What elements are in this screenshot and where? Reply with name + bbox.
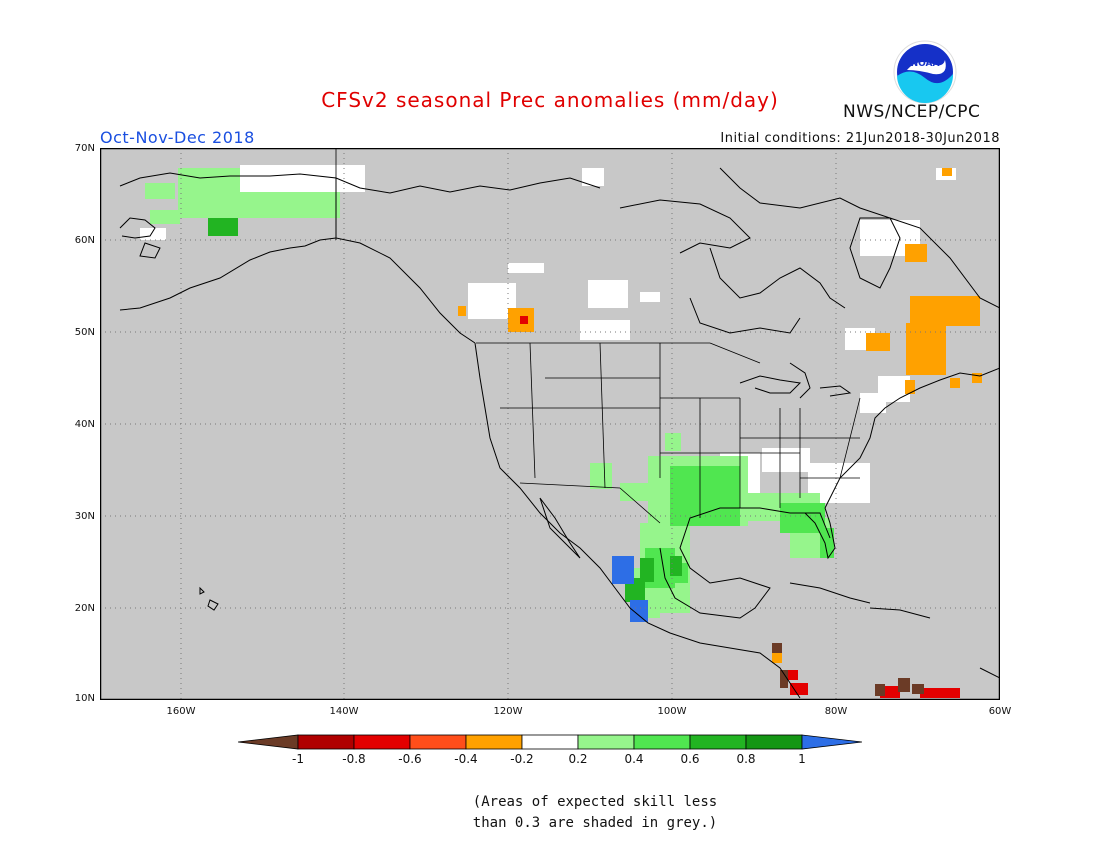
lat-label: 20N — [74, 603, 95, 614]
lon-label: 140W — [329, 706, 359, 717]
lat-label: 50N — [74, 327, 95, 338]
map-frame — [100, 148, 1000, 700]
logo-text: NOAA — [911, 59, 940, 69]
lon-label: 80W — [824, 706, 848, 717]
note-line: than 0.3 are shaded in grey.) — [472, 815, 718, 831]
legend-label: -1 — [292, 752, 304, 766]
lat-label: 40N — [74, 419, 95, 430]
lat-label: 60N — [74, 235, 95, 246]
dark-green-anomaly-areas — [208, 218, 682, 602]
lon-label: 100W — [657, 706, 687, 717]
legend-label: -0.2 — [510, 752, 534, 766]
blue-anomaly-areas — [612, 556, 648, 622]
lat-label: 70N — [74, 143, 95, 154]
legend-swatch — [633, 734, 691, 750]
lat-label: 30N — [74, 511, 95, 522]
legend-swatch — [297, 734, 355, 750]
political-boundaries — [335, 148, 861, 524]
lat-label: 10N — [74, 693, 95, 704]
legend-label: 0.8 — [736, 752, 756, 766]
legend-label: -0.4 — [454, 752, 478, 766]
legend-swatch — [521, 734, 579, 750]
legend-label: 1 — [798, 752, 806, 766]
legend-colorbar — [238, 734, 862, 750]
legend-label: -0.8 — [342, 752, 366, 766]
map-title: CFSv2 seasonal Prec anomalies (mm/day) — [321, 88, 779, 112]
legend-swatch — [409, 734, 467, 750]
note-line: (Areas of expected skill less — [472, 794, 718, 810]
legend-swatch — [465, 734, 523, 750]
red-anomaly-areas — [520, 316, 960, 698]
coastlines — [119, 167, 1000, 699]
legend-label: 0.6 — [680, 752, 700, 766]
legend-swatch — [577, 734, 635, 750]
graticule — [100, 148, 1000, 700]
initial-conditions-label: Initial conditions: 21Jun2018-30Jun2018 — [720, 131, 1000, 146]
precip-anomaly-map — [100, 148, 1000, 700]
legend-swatch — [689, 734, 747, 750]
lon-label: 160W — [166, 706, 196, 717]
legend-swatch-high — [801, 734, 862, 750]
legend-label: -0.6 — [398, 752, 422, 766]
legend-label: 0.4 — [624, 752, 644, 766]
agency-label: NWS/NCEP/CPC — [843, 102, 981, 122]
neutral-anomaly-areas — [140, 165, 956, 503]
lon-label: 120W — [493, 706, 523, 717]
legend-swatch-low — [238, 734, 299, 750]
legend-swatch — [353, 734, 411, 750]
noaa-logo: NOAA — [893, 40, 957, 104]
lon-label: 60W — [988, 706, 1012, 717]
legend-label: 0.2 — [568, 752, 588, 766]
legend-swatch — [745, 734, 803, 750]
skill-note: (Areas of expected skill less than 0.3 a… — [0, 792, 1100, 834]
season-label: Oct-Nov-Dec 2018 — [100, 128, 255, 147]
brown-anomaly-areas — [772, 643, 924, 696]
